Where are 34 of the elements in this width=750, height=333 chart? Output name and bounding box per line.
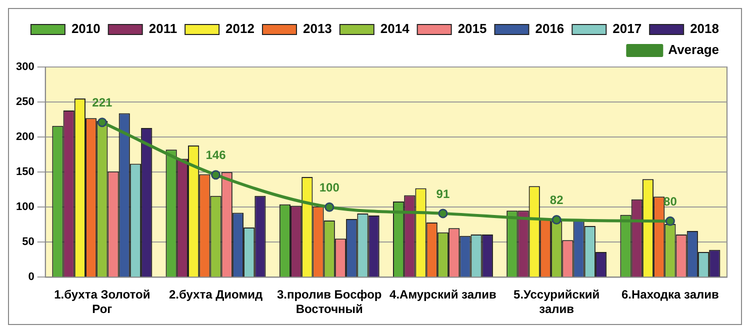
y-tick-label: 250 bbox=[16, 96, 34, 108]
legend-label: 2012 bbox=[226, 21, 254, 36]
y-tick-label: 300 bbox=[16, 61, 34, 74]
y-tick-label: 100 bbox=[16, 201, 34, 214]
data-label: 221 bbox=[92, 96, 112, 110]
legend-label: 2015 bbox=[458, 21, 487, 36]
data-label: 91 bbox=[436, 186, 450, 201]
point bbox=[97, 118, 107, 128]
point bbox=[324, 202, 334, 212]
x-tick-label: 3.пролив Босфор Восточный bbox=[276, 288, 382, 316]
legend-label: 2013 bbox=[302, 21, 332, 36]
y-tick-label: 0 bbox=[28, 271, 34, 284]
y-tick-label: 50 bbox=[22, 236, 34, 248]
legend-label: Average bbox=[668, 42, 719, 58]
data-label: 100 bbox=[319, 180, 340, 194]
legend-label: 2017 bbox=[612, 21, 642, 36]
y-tick-label: 150 bbox=[16, 166, 34, 178]
point bbox=[438, 208, 448, 218]
legend-label: 2014 bbox=[380, 21, 410, 36]
x-tick-label: 1.бухта Золотой Рог bbox=[54, 288, 150, 316]
data-label: 82 bbox=[550, 193, 564, 208]
x-tick-label: 2.бухта Диомид bbox=[168, 288, 263, 302]
data-label: 146 bbox=[206, 148, 226, 162]
point bbox=[211, 170, 221, 180]
y-tick-label: 200 bbox=[16, 131, 34, 144]
legend-label: 2016 bbox=[535, 21, 564, 36]
x-tick-label: 4.Амурский залив bbox=[390, 288, 496, 302]
point bbox=[665, 216, 675, 226]
legend-label: 2011 bbox=[148, 21, 178, 36]
legend-label: 2018 bbox=[690, 21, 719, 36]
x-tick-label: 5.Уссурийский залив bbox=[514, 288, 600, 316]
point bbox=[552, 214, 562, 224]
legend-label: 2010 bbox=[71, 21, 100, 36]
x-tick-label: 6.Находка залив bbox=[622, 288, 719, 302]
